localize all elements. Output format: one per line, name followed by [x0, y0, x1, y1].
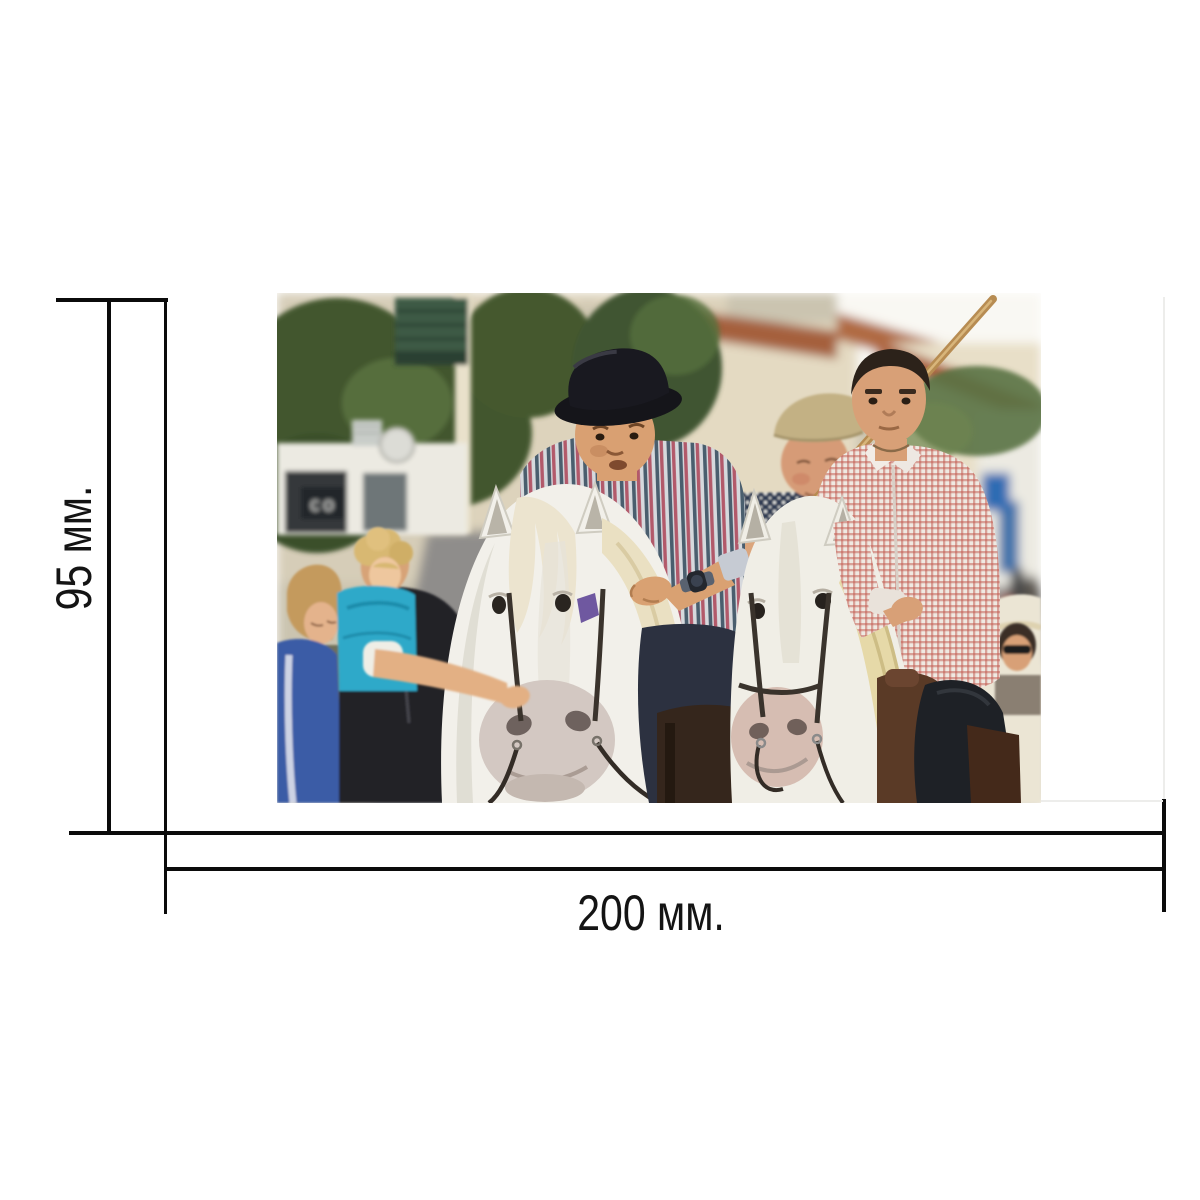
shop-sign-text: co: [310, 494, 337, 516]
crowd-left: [277, 527, 475, 803]
blue-vest-person: [277, 639, 343, 803]
mane-ribbon: [577, 593, 599, 623]
height-label: 95 мм.: [46, 485, 102, 611]
print-bottom-edge: [1041, 800, 1163, 802]
product-photo: co: [277, 293, 1041, 803]
rider-right-arm-leg: [833, 518, 1021, 803]
bystander-sunglasses: [995, 623, 1041, 715]
width-label: 200 мм.: [577, 885, 725, 941]
black-fedora-hat: [554, 348, 682, 426]
height-top-tick: [56, 298, 168, 302]
bridle-right-horse: [738, 592, 845, 803]
toddler-cyan-hoodie: [337, 527, 417, 691]
petting-arm: [363, 641, 530, 709]
width-dimension-line: [164, 867, 1166, 871]
photo-illustration: co: [277, 293, 1041, 803]
rider-right-head: [851, 349, 930, 453]
wristwatch: [679, 570, 715, 593]
print-right-edge: [1163, 297, 1165, 799]
storefront: co: [277, 293, 565, 726]
height-dimension-line: [107, 300, 111, 833]
height-bottom-line: [69, 831, 1166, 835]
width-left-extension-line: [164, 300, 167, 914]
width-right-tick: [1162, 799, 1166, 912]
